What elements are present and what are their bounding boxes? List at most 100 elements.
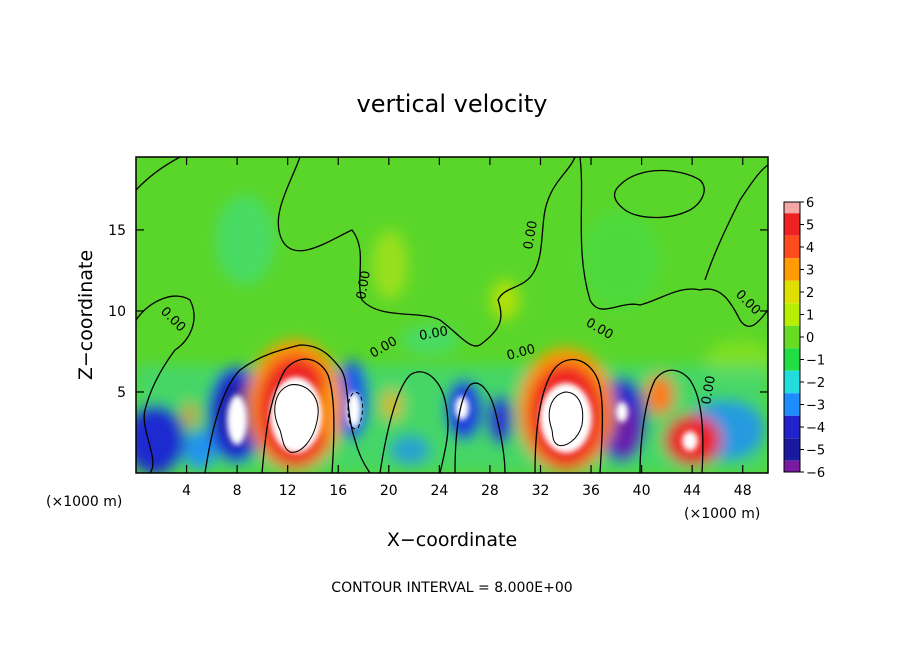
- contour-label: 0.00: [521, 220, 541, 251]
- contour-line: [613, 169, 705, 219]
- x-tick-label: 32: [532, 483, 550, 499]
- contour-line: [548, 391, 584, 447]
- colorbar-swatch: [784, 224, 800, 236]
- y-axis-label: Z−coordinate: [75, 250, 97, 380]
- plot-frame: [135, 156, 769, 474]
- contour-line: [261, 358, 335, 473]
- colorbar-swatch: [784, 337, 800, 349]
- x-tick-label: 4: [182, 483, 191, 499]
- colorbar-swatch: [784, 415, 800, 427]
- contour-line: [454, 382, 506, 473]
- colorbar-label: 5: [806, 219, 814, 234]
- x-tick-label: 28: [481, 483, 499, 499]
- field-blob: [400, 325, 460, 355]
- x-tick-label: 16: [329, 483, 347, 499]
- colorbar-label: −2: [806, 376, 825, 391]
- colorbar-swatch: [784, 247, 800, 259]
- x-axis-label: X−coordinate: [387, 529, 517, 551]
- velocity-field: 0.00 0.00 0.00 0.00 0.00 0.00 0.00 0.00 …: [136, 157, 768, 473]
- field-blob: [488, 395, 512, 445]
- contour-label: 0.00: [354, 270, 374, 301]
- colorbar-swatch: [784, 303, 800, 315]
- colorbar-swatch: [784, 449, 800, 461]
- x-tick-label: 44: [683, 483, 701, 499]
- colorbar-label: 0: [806, 331, 814, 346]
- colorbar-label: 6: [806, 196, 814, 211]
- y-tick-label: 5: [117, 385, 126, 401]
- contour-label: 0.00: [505, 342, 537, 364]
- field-blob: [184, 403, 196, 427]
- colorbar-swatch: [784, 348, 800, 360]
- field-core: [227, 395, 247, 445]
- contour-line: [274, 384, 319, 453]
- colorbar-swatch: [784, 427, 800, 439]
- x-unit-label-right: (×1000 m): [684, 506, 760, 522]
- x-tick-label: 20: [380, 483, 398, 499]
- field-core: [616, 402, 628, 422]
- colorbar-label: 2: [806, 286, 814, 301]
- colorbar-label: −4: [806, 421, 825, 436]
- x-tick-label: 40: [633, 483, 651, 499]
- contour-line: [347, 391, 364, 430]
- colorbar-swatch: [784, 269, 800, 281]
- contour-line: [204, 344, 371, 473]
- y-tick-label: 10: [108, 304, 126, 320]
- colorbar-swatch: [784, 438, 800, 450]
- colorbar-label: 1: [806, 309, 814, 324]
- contour-lines: [136, 157, 768, 473]
- field-blob: [185, 430, 215, 470]
- colorbar-swatch: [784, 325, 800, 337]
- x-tick-label: 12: [279, 483, 297, 499]
- colorbar-label: −6: [806, 466, 825, 481]
- field-core: [682, 431, 698, 451]
- colorbar-swatch: [784, 314, 800, 326]
- colorbar-swatch: [784, 460, 800, 472]
- y-tick-label: 15: [108, 223, 126, 239]
- colorbar-label: −1: [806, 354, 825, 369]
- colorbar-swatch: [784, 404, 800, 416]
- y-axis: 5 10 15: [108, 223, 768, 401]
- colorbar: 6 5 4 3 2 1 0 −1 −2 −3 −4 −5 −6: [783, 196, 825, 481]
- contour-interval-label: CONTOUR INTERVAL = 8.000E+00: [331, 580, 572, 596]
- chart-title: vertical velocity: [357, 90, 548, 118]
- contour-line: [277, 157, 576, 347]
- contour-label: 0.00: [699, 375, 719, 406]
- field-blob: [136, 405, 185, 473]
- x-axis: 4 8 12 16 20 24 28 32 36 40 44 48: [182, 157, 752, 499]
- colorbar-label: −3: [806, 399, 825, 414]
- field-blob: [372, 230, 408, 300]
- field-core: [540, 383, 592, 453]
- contour-label: 0.00: [418, 324, 449, 344]
- x-tick-label: 24: [430, 483, 448, 499]
- colorbar-label: 3: [806, 264, 814, 279]
- field-blob: [390, 435, 430, 465]
- colorbar-label: 4: [806, 241, 814, 256]
- x-unit-label-left: (×1000 m): [46, 494, 122, 510]
- x-tick-label: 8: [233, 483, 242, 499]
- colorbar-label: −5: [806, 444, 825, 459]
- x-tick-label: 36: [582, 483, 600, 499]
- colorbar-swatch: [784, 359, 800, 371]
- field-blob: [215, 195, 275, 285]
- field-core: [270, 377, 322, 453]
- colorbar-swatch: [784, 235, 800, 247]
- field-blob: [491, 280, 519, 320]
- contour-line: [136, 157, 181, 191]
- colorbar-swatch: [784, 213, 800, 225]
- colorbar-swatch: [784, 202, 800, 214]
- colorbar-swatch: [784, 370, 800, 382]
- colorbar-swatch: [784, 292, 800, 304]
- colorbar-swatch: [784, 382, 800, 394]
- field-blob: [580, 210, 660, 310]
- contour-line: [704, 164, 768, 281]
- contour-line: [534, 358, 604, 473]
- contour-line: [136, 295, 195, 473]
- field-core: [455, 396, 469, 420]
- contour-line: [579, 157, 768, 327]
- colorbar-swatch: [784, 393, 800, 405]
- field-blob: [646, 375, 674, 415]
- contour-line: [639, 369, 704, 473]
- colorbar-swatch: [784, 258, 800, 270]
- contour-line: [379, 371, 449, 473]
